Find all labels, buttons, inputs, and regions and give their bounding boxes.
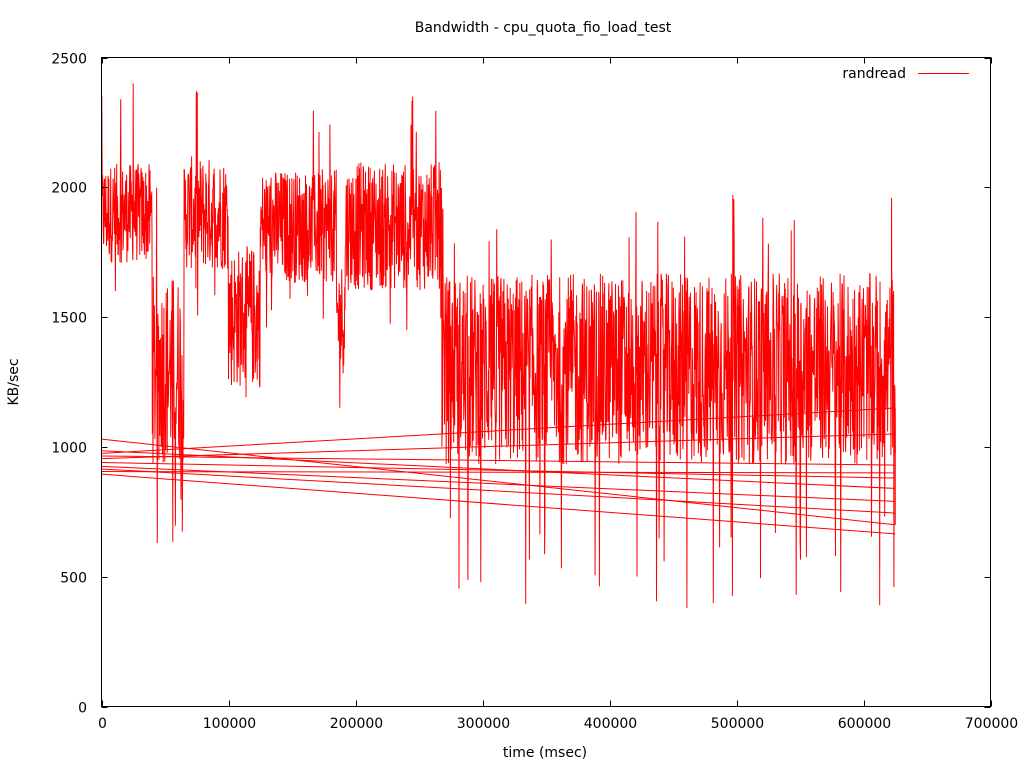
y-tick-label: 1500 — [51, 311, 87, 327]
x-axis-label: time (msec) — [503, 745, 587, 761]
x-tick-label: 300000 — [457, 716, 510, 732]
series-wrap-line — [101, 461, 896, 479]
series-wrap-line — [101, 455, 896, 466]
axis-ticks — [101, 57, 992, 708]
axis-tick-labels: 0 100000 200000 300000 400000 500000 600000 700… — [51, 52, 1018, 733]
y-tick-label: 2500 — [51, 52, 87, 68]
x-tick-label: 700000 — [965, 716, 1018, 732]
x-tick-label: 400000 — [584, 716, 637, 732]
x-tick-label: 600000 — [838, 716, 891, 732]
y-tick-label: 500 — [60, 571, 87, 587]
y-tick-label: 1000 — [51, 441, 87, 457]
x-tick-label: 500000 — [711, 716, 764, 732]
x-tick-label: 200000 — [330, 716, 383, 732]
series-wrap-line — [101, 473, 896, 535]
series-wrap-line — [101, 471, 896, 474]
y-axis-label: KB/sec — [6, 358, 22, 405]
x-tick-label: 0 — [98, 716, 107, 732]
x-tick-label: 100000 — [203, 716, 256, 732]
legend: randread — [842, 66, 969, 82]
series-wrap-line — [101, 433, 896, 460]
y-tick-label: 2000 — [51, 181, 87, 197]
series-wrap-line — [101, 438, 896, 526]
legend-label: randread — [842, 66, 906, 82]
plot-frame — [101, 57, 991, 707]
series-line — [101, 83, 896, 608]
y-tick-label: 0 — [78, 701, 87, 717]
chart-title: Bandwidth - cpu_quota_fio_load_test — [415, 20, 672, 36]
series-wrap-line — [101, 407, 896, 454]
series-randread — [101, 83, 896, 608]
series-wrap-line — [101, 468, 896, 514]
